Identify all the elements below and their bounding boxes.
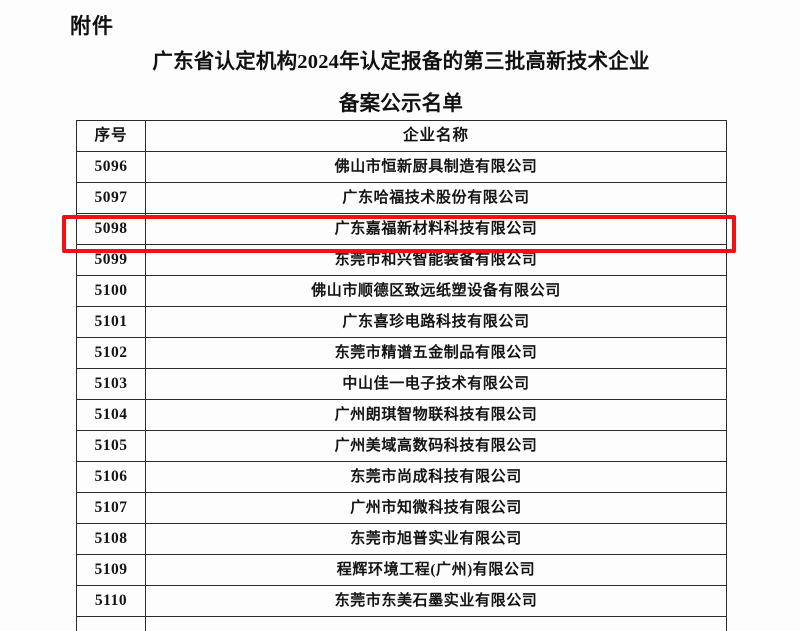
cell-index: 5110	[76, 585, 146, 617]
cell-company-name: 东莞市精谱五金制品有限公司	[145, 337, 727, 369]
table-row: 5098 广东嘉福新材料科技有限公司	[76, 213, 727, 245]
table-header-row: 序号 企业名称	[76, 120, 727, 152]
table-row: 5100 佛山市顺德区致远纸塑设备有限公司	[76, 275, 727, 307]
cell-index: 5105	[76, 430, 146, 462]
page-title-line1: 广东省认定机构2024年认定报备的第三批高新技术企业	[152, 51, 650, 73]
attachment-label: 附件	[70, 14, 114, 38]
cell-company-name: 广东嘉福新材料科技有限公司	[145, 213, 727, 245]
cell-index: 5108	[76, 523, 146, 555]
cell-company-name: 广东喜珍电路科技有限公司	[145, 306, 727, 338]
page-title-line2: 备案公示名单	[338, 93, 464, 115]
cell-index: 5098	[76, 213, 146, 245]
cell-index: 5107	[76, 492, 146, 524]
table-row: 5105 广州美域高数码科技有限公司	[76, 430, 727, 462]
cell-index: 5097	[76, 182, 146, 214]
cell-index: 5102	[76, 337, 146, 369]
cell-index: 5101	[76, 306, 146, 338]
table-row: 5110 东莞市东美石墨实业有限公司	[76, 585, 727, 617]
table-row: 5104 广州朗琪智物联科技有限公司	[76, 399, 727, 431]
cell-index	[76, 616, 146, 631]
cell-company-name: 东莞市尚成科技有限公司	[145, 461, 727, 493]
table-row: 5101 广东喜珍电路科技有限公司	[76, 306, 727, 338]
table-row-partial	[76, 616, 727, 631]
cell-index: 5104	[76, 399, 146, 431]
cell-index: 5103	[76, 368, 146, 400]
cell-company-name: 广州朗琪智物联科技有限公司	[145, 399, 727, 431]
table-body: 5096 佛山市恒新厨具制造有限公司 5097 广东哈福技术股份有限公司 5098 广东嘉…	[76, 151, 727, 631]
table-row: 5107 广州市知微科技有限公司	[76, 492, 727, 524]
cell-company-name: 佛山市顺德区致远纸塑设备有限公司	[145, 275, 727, 307]
cell-company-name: 广东哈福技术股份有限公司	[145, 182, 727, 214]
table-row: 5096 佛山市恒新厨具制造有限公司	[76, 151, 727, 183]
cell-company-name: 东莞市旭普实业有限公司	[145, 523, 727, 555]
cell-company-name: 佛山市恒新厨具制造有限公司	[145, 151, 727, 183]
table-row: 5103 中山佳一电子技术有限公司	[76, 368, 727, 400]
cell-company-name: 东莞市东美石墨实业有限公司	[145, 585, 727, 617]
table-row: 5099 东莞市和兴智能装备有限公司	[76, 244, 727, 276]
cell-index: 5106	[76, 461, 146, 493]
cell-index: 5100	[76, 275, 146, 307]
column-header-index: 序号	[76, 120, 146, 152]
table-row: 5108 东莞市旭普实业有限公司	[76, 523, 727, 555]
cell-company-name: 广州市知微科技有限公司	[145, 492, 727, 524]
cell-company-name	[145, 616, 727, 631]
cell-company-name: 广州美域高数码科技有限公司	[145, 430, 727, 462]
table-header: 序号 企业名称	[76, 120, 727, 152]
company-listing-table: 序号 企业名称 5096 佛山市恒新厨具制造有限公司 5097 广东哈福技术股份有限公…	[76, 120, 727, 631]
table-row: 5102 东莞市精谱五金制品有限公司	[76, 337, 727, 369]
table-row: 5106 东莞市尚成科技有限公司	[76, 461, 727, 493]
cell-company-name: 中山佳一电子技术有限公司	[145, 368, 727, 400]
table-row: 5109 程辉环境工程(广州)有限公司	[76, 554, 727, 586]
cell-index: 5109	[76, 554, 146, 586]
table-row: 5097 广东哈福技术股份有限公司	[76, 182, 727, 214]
cell-company-name: 东莞市和兴智能装备有限公司	[145, 244, 727, 276]
cell-company-name: 程辉环境工程(广州)有限公司	[145, 554, 727, 586]
cell-index: 5099	[76, 244, 146, 276]
cell-index: 5096	[76, 151, 146, 183]
company-listing-table-wrapper: 序号 企业名称 5096 佛山市恒新厨具制造有限公司 5097 广东哈福技术股份有限公…	[76, 120, 727, 631]
column-header-company-name: 企业名称	[145, 120, 727, 152]
